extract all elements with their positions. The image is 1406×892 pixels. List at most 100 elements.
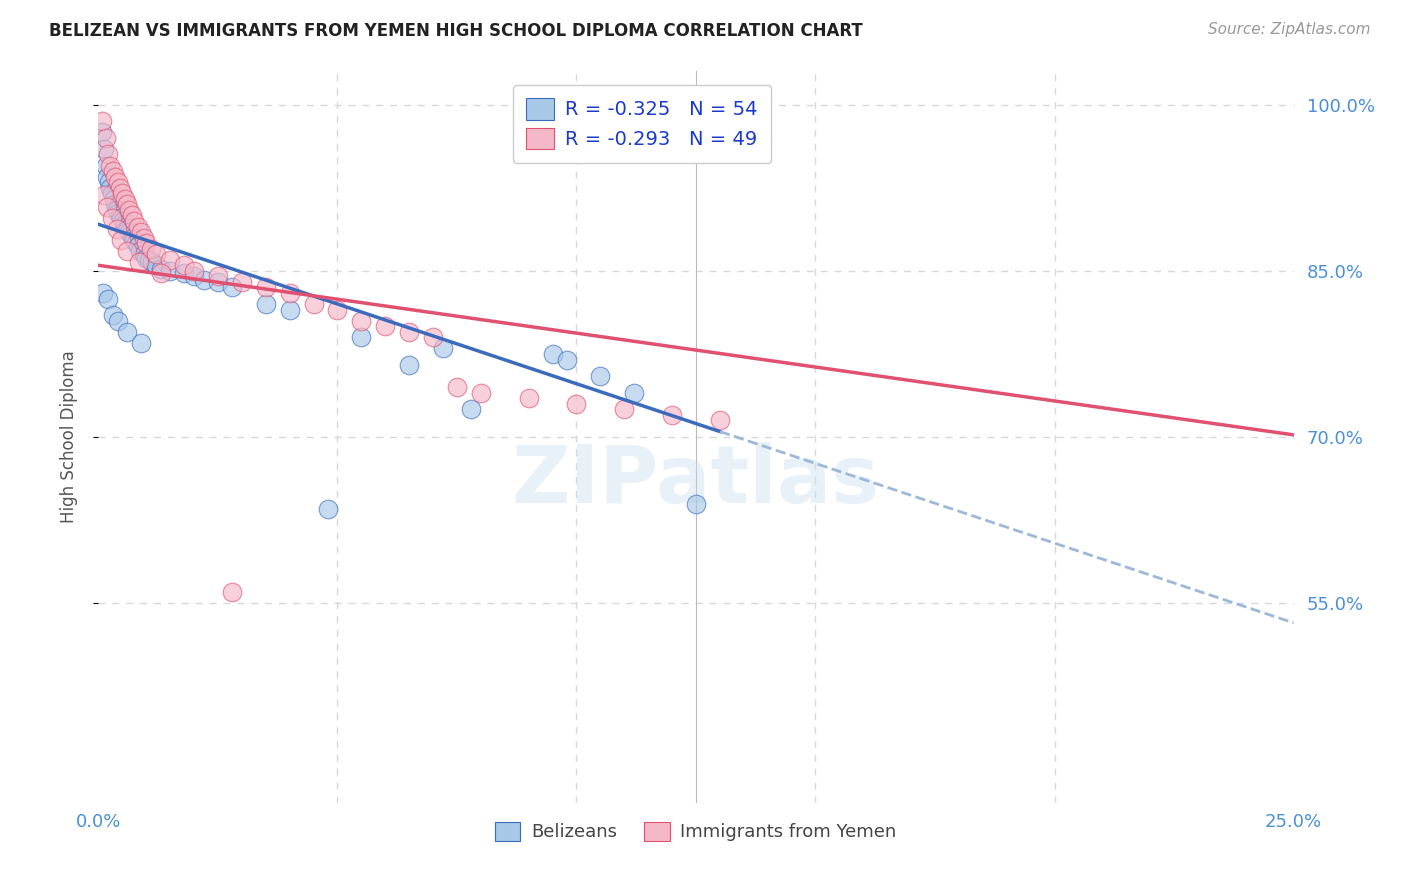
Point xyxy=(97,292,120,306)
Point xyxy=(98,180,122,194)
Point xyxy=(91,285,114,300)
Point xyxy=(115,219,138,234)
Point xyxy=(541,347,564,361)
Point xyxy=(422,330,444,344)
Point xyxy=(207,269,229,284)
Point xyxy=(97,175,120,189)
Point xyxy=(183,264,205,278)
Text: ZIPatlas: ZIPatlas xyxy=(512,442,880,520)
Point xyxy=(316,502,339,516)
Point xyxy=(398,358,420,372)
Point xyxy=(120,228,142,243)
Point xyxy=(685,497,707,511)
Point xyxy=(107,314,129,328)
Point xyxy=(138,252,160,267)
Point xyxy=(302,297,325,311)
Point xyxy=(131,335,153,350)
Point xyxy=(94,131,117,145)
Point xyxy=(231,275,253,289)
Point xyxy=(132,230,155,244)
Point xyxy=(94,159,117,173)
Point xyxy=(129,244,152,258)
Point xyxy=(118,202,141,217)
Point xyxy=(661,408,683,422)
Point xyxy=(278,302,301,317)
Point xyxy=(623,385,645,400)
Point xyxy=(96,200,118,214)
Point xyxy=(613,402,636,417)
Point xyxy=(132,247,155,261)
Point xyxy=(101,164,124,178)
Point xyxy=(159,264,181,278)
Point xyxy=(350,314,373,328)
Point xyxy=(112,214,135,228)
Point xyxy=(446,380,468,394)
Point xyxy=(709,413,731,427)
Point xyxy=(470,385,492,400)
Point xyxy=(108,180,131,194)
Point xyxy=(555,352,578,367)
Point xyxy=(125,236,148,251)
Point xyxy=(135,236,157,251)
Point xyxy=(207,275,229,289)
Point xyxy=(101,308,124,322)
Point xyxy=(108,209,131,223)
Point xyxy=(121,230,143,244)
Text: BELIZEAN VS IMMIGRANTS FROM YEMEN HIGH SCHOOL DIPLOMA CORRELATION CHART: BELIZEAN VS IMMIGRANTS FROM YEMEN HIGH S… xyxy=(49,22,863,40)
Point xyxy=(350,330,373,344)
Text: Source: ZipAtlas.com: Source: ZipAtlas.com xyxy=(1208,22,1371,37)
Point xyxy=(128,255,150,269)
Point xyxy=(145,247,167,261)
Point xyxy=(589,369,612,384)
Point xyxy=(432,342,454,356)
Point xyxy=(124,214,146,228)
Point xyxy=(149,266,172,280)
Point xyxy=(91,125,114,139)
Point xyxy=(101,211,124,225)
Point xyxy=(93,188,115,202)
Point xyxy=(149,261,172,276)
Point xyxy=(135,251,157,265)
Point xyxy=(115,197,138,211)
Point xyxy=(91,114,114,128)
Point xyxy=(111,186,134,201)
Point xyxy=(254,280,277,294)
Point xyxy=(141,255,163,269)
Point xyxy=(105,202,128,217)
Point xyxy=(104,197,127,211)
Point xyxy=(124,233,146,247)
Point xyxy=(105,221,128,235)
Point xyxy=(101,186,124,201)
Legend: Belizeans, Immigrants from Yemen: Belizeans, Immigrants from Yemen xyxy=(488,814,904,848)
Point xyxy=(93,142,115,156)
Point xyxy=(145,258,167,272)
Point xyxy=(131,225,153,239)
Point xyxy=(127,219,149,234)
Point xyxy=(221,280,243,294)
Point xyxy=(326,302,349,317)
Point xyxy=(193,273,215,287)
Point xyxy=(104,169,127,184)
Point xyxy=(254,297,277,311)
Point xyxy=(114,217,136,231)
Point xyxy=(118,225,141,239)
Point xyxy=(127,239,149,253)
Point xyxy=(98,159,122,173)
Point xyxy=(221,585,243,599)
Point xyxy=(97,147,120,161)
Point xyxy=(121,209,143,223)
Point xyxy=(115,244,138,258)
Point xyxy=(110,211,132,225)
Point xyxy=(115,325,138,339)
Point xyxy=(460,402,482,417)
Point xyxy=(517,392,540,406)
Point xyxy=(114,192,136,206)
Point xyxy=(117,221,139,235)
Point xyxy=(173,266,195,280)
Point xyxy=(398,325,420,339)
Point xyxy=(107,175,129,189)
Point xyxy=(565,397,588,411)
Y-axis label: High School Diploma: High School Diploma xyxy=(59,351,77,524)
Point xyxy=(183,269,205,284)
Point xyxy=(139,242,162,256)
